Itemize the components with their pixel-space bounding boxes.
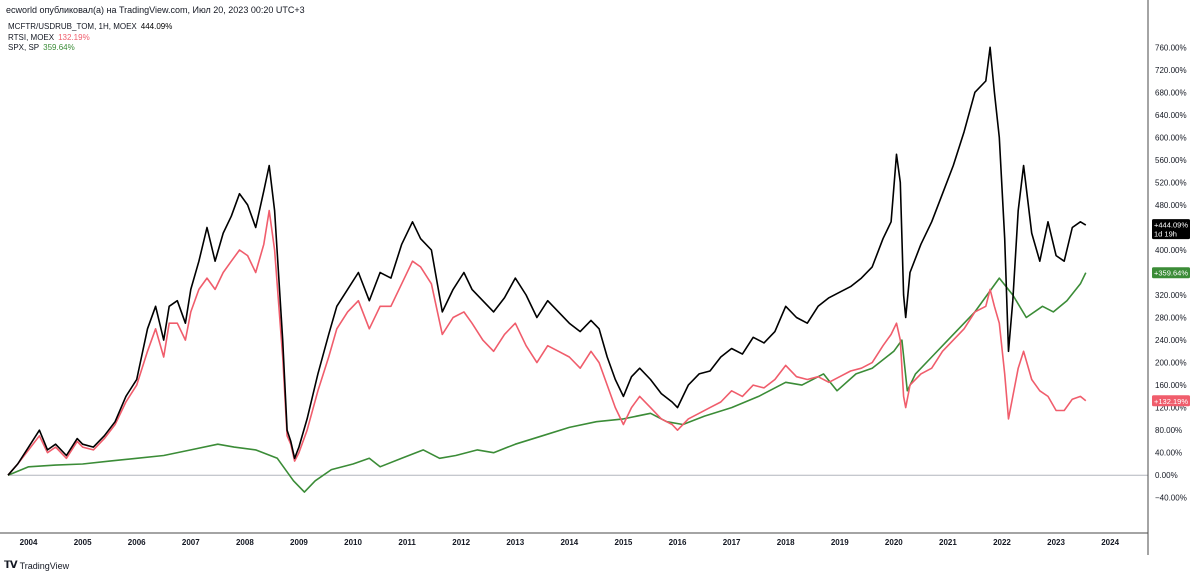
publication-header: ecworld опубликовал(а) на TradingView.co… xyxy=(6,5,305,15)
y-tick-label: 200.00% xyxy=(1155,359,1187,368)
x-tick-label: 2017 xyxy=(723,538,741,547)
legend-value-rtsi: 132.19% xyxy=(58,32,90,42)
series-line-spx[interactable] xyxy=(7,272,1087,493)
x-tick-label: 2007 xyxy=(182,538,200,547)
legend-value-mcftr: 444.09% xyxy=(140,22,173,31)
y-tick-label: −40.00% xyxy=(1155,494,1187,503)
y-tick-label: 720.00% xyxy=(1155,66,1187,75)
y-tick-label: 240.00% xyxy=(1155,336,1187,345)
y-tick-label: 600.00% xyxy=(1155,133,1187,142)
y-tick-label: 80.00% xyxy=(1155,426,1182,435)
footer-branding: 𝗧𝗩 TradingView xyxy=(4,560,69,571)
series-line-mcftr[interactable] xyxy=(7,46,1087,476)
x-tick-label: 2023 xyxy=(1047,538,1065,547)
legend-row-spx[interactable]: SPX, SP 359.64% xyxy=(8,43,172,54)
y-tick-label: 760.00% xyxy=(1155,43,1187,52)
tradingview-logo-icon: 𝗧𝗩 xyxy=(4,560,18,571)
y-tick-label: 520.00% xyxy=(1155,178,1187,187)
y-tick-label: 40.00% xyxy=(1155,449,1182,458)
badge-mcftr: +444.09%1d 19h xyxy=(1152,219,1190,240)
y-tick-label: 0.00% xyxy=(1155,471,1178,480)
badge-spx: +359.64% xyxy=(1152,267,1190,279)
y-tick-label: 560.00% xyxy=(1155,156,1187,165)
legend-row-mcftr[interactable]: MCFTR/USDRUB_TOM, 1H, MOEX 444.09% xyxy=(8,22,172,33)
x-tick-label: 2021 xyxy=(939,538,957,547)
badge-rtsi: +132.19% xyxy=(1152,395,1190,407)
x-tick-label: 2013 xyxy=(506,538,524,547)
y-tick-label: 280.00% xyxy=(1155,314,1187,323)
badge-mcftr-bg xyxy=(1152,219,1190,240)
badge-rtsi-value: +132.19% xyxy=(1154,397,1188,406)
brand-name: TradingView xyxy=(19,560,70,571)
legend-value-spx: 359.64% xyxy=(43,43,75,52)
series-line-rtsi[interactable] xyxy=(7,209,1087,476)
series-legend: MCFTR/USDRUB_TOM, 1H, MOEX 444.09% RTSI, … xyxy=(8,22,172,54)
x-tick-label: 2006 xyxy=(128,538,146,547)
x-tick-label: 2011 xyxy=(398,538,416,547)
badge-mcftr-value: +444.09% xyxy=(1154,221,1188,230)
badge-spx-bg xyxy=(1152,267,1190,279)
x-tick-label: 2008 xyxy=(236,538,254,547)
legend-name-mcftr: MCFTR/USDRUB_TOM, 1H, MOEX xyxy=(8,22,137,31)
x-tick-label: 2020 xyxy=(885,538,903,547)
x-tick-label: 2016 xyxy=(669,538,687,547)
x-tick-label: 2022 xyxy=(993,538,1011,547)
y-tick-label: 400.00% xyxy=(1155,246,1187,255)
legend-name-rtsi: RTSI, MOEX xyxy=(8,32,55,42)
y-tick-label: 680.00% xyxy=(1155,88,1187,97)
x-tick-label: 2009 xyxy=(290,538,308,547)
x-tick-label: 2005 xyxy=(74,538,92,547)
y-tick-label: 480.00% xyxy=(1155,201,1187,210)
x-tick-label: 2018 xyxy=(777,538,795,547)
x-tick-label: 2024 xyxy=(1101,538,1119,547)
x-tick-label: 2012 xyxy=(452,538,470,547)
badge-mcftr-countdown: 1d 19h xyxy=(1154,230,1177,239)
badge-spx-value: +359.64% xyxy=(1154,269,1188,278)
y-tick-label: 640.00% xyxy=(1155,111,1187,120)
y-tick-label: 120.00% xyxy=(1155,404,1187,413)
x-tick-label: 2015 xyxy=(615,538,633,547)
x-tick-label: 2019 xyxy=(831,538,849,547)
y-tick-label: 320.00% xyxy=(1155,291,1187,300)
x-tick-label: 2004 xyxy=(20,538,38,547)
y-tick-label: 160.00% xyxy=(1155,381,1187,390)
legend-name-spx: SPX, SP xyxy=(8,43,40,52)
legend-row-rtsi[interactable]: RTSI, MOEX 132.19% xyxy=(8,33,172,44)
x-tick-label: 2014 xyxy=(560,538,578,547)
x-tick-label: 2010 xyxy=(344,538,362,547)
badge-rtsi-bg xyxy=(1152,395,1190,407)
